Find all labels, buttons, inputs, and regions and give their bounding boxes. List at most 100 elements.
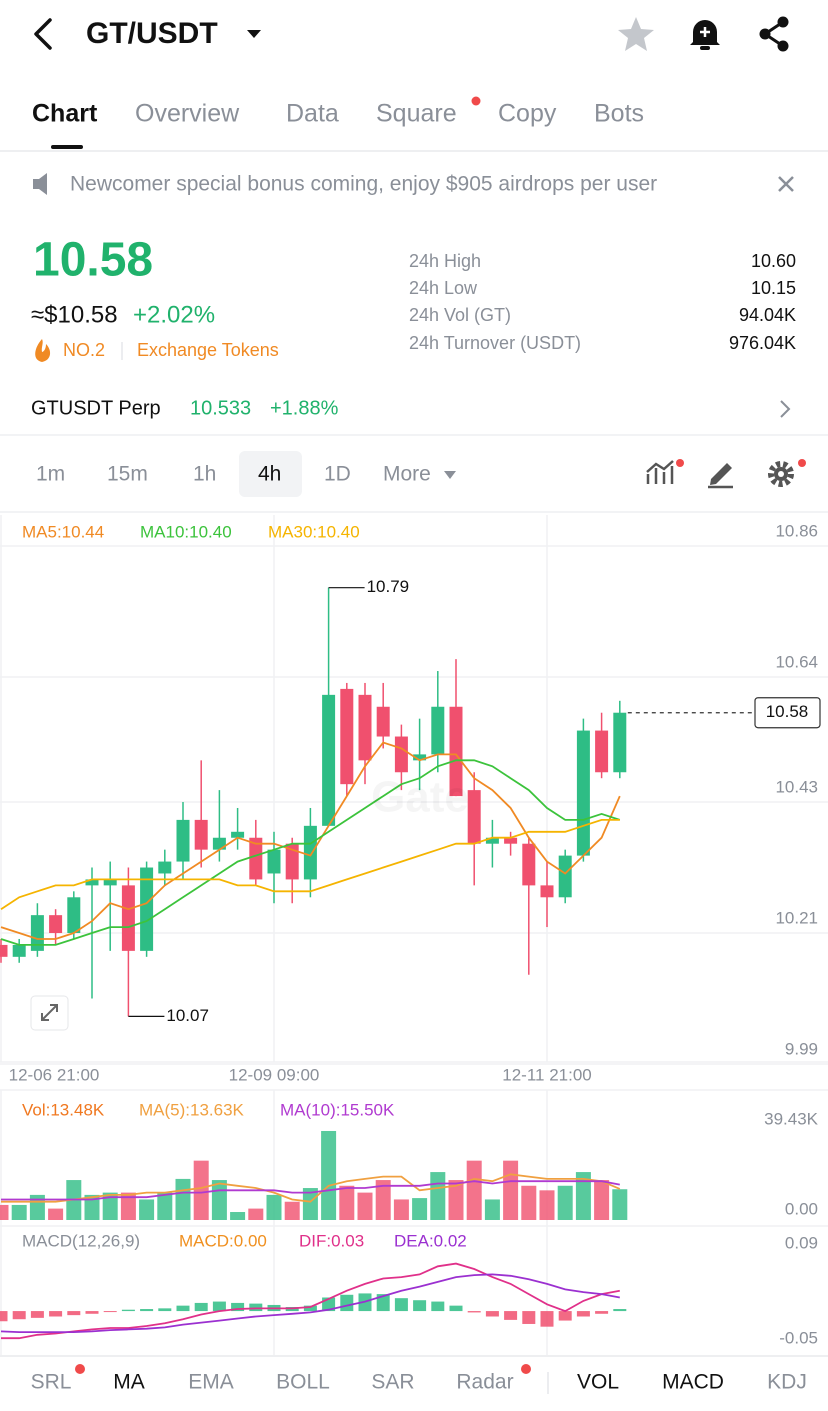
tab-indicator	[51, 145, 83, 149]
share-button[interactable]	[759, 16, 789, 52]
candle-body	[595, 730, 609, 773]
candle-body	[176, 819, 190, 862]
draw-button[interactable]	[708, 463, 733, 489]
candle-body	[267, 849, 281, 874]
candle-body	[0, 944, 8, 957]
last-price-label: 10.58	[766, 702, 809, 721]
macd-bar	[613, 1309, 627, 1312]
candle-body	[12, 944, 26, 957]
macd-bar	[231, 1302, 245, 1312]
tab[interactable]: Square	[376, 100, 457, 128]
expand-button[interactable]	[30, 995, 69, 1031]
candle-body	[322, 694, 336, 826]
notification-dot	[798, 459, 806, 467]
volume-bar	[230, 1212, 246, 1220]
indicator-tab[interactable]: MACD	[662, 1371, 724, 1394]
rank[interactable]: NO.2	[63, 340, 105, 360]
alert-bell[interactable]	[690, 20, 720, 50]
volume-bar	[521, 1185, 537, 1220]
tab[interactable]: Chart	[32, 100, 98, 128]
candle-body	[140, 867, 154, 951]
macd-bar	[431, 1301, 445, 1312]
candle-body	[576, 730, 590, 856]
candle-body	[49, 915, 63, 934]
macd-bar	[67, 1311, 81, 1316]
volume-bar	[557, 1185, 573, 1220]
x-tick-label: 12-11 21:00	[502, 1065, 591, 1084]
volume-bar	[503, 1160, 519, 1220]
interval[interactable]: 1m	[36, 463, 65, 486]
category-tag[interactable]: Exchange Tokens	[137, 340, 279, 360]
indicator-tab[interactable]: EMA	[188, 1371, 234, 1394]
more-dropdown[interactable]	[444, 471, 456, 479]
candle-body	[285, 843, 299, 880]
indicator-tab[interactable]: KDJ	[767, 1371, 807, 1394]
tab[interactable]: Data	[286, 100, 339, 128]
usd-price: ≈$10.58	[31, 301, 118, 328]
indicator-tab[interactable]: SAR	[371, 1371, 414, 1394]
ma-line	[0, 819, 620, 910]
perp-chevron[interactable]	[780, 400, 791, 418]
x-tick-label: 12-06 21:00	[9, 1065, 100, 1084]
volume-bar	[120, 1192, 136, 1220]
interval-more[interactable]: More	[383, 463, 431, 486]
volume-bar	[211, 1180, 227, 1220]
close-banner[interactable]	[778, 176, 794, 192]
stat-value: 976.04K	[729, 333, 796, 353]
interval[interactable]: 4h	[258, 463, 281, 486]
ma-line	[0, 759, 621, 946]
volume-bar	[175, 1178, 191, 1220]
stat-label: 24h Low	[409, 278, 478, 298]
volume-ma-line	[1, 1180, 620, 1201]
candle-body	[485, 837, 499, 844]
interval[interactable]: 1h	[193, 463, 216, 486]
banner-text[interactable]: Newcomer special bonus coming, enjoy $90…	[70, 173, 657, 196]
indicator-tab[interactable]: SRL	[31, 1371, 72, 1394]
macd-bar	[103, 1311, 117, 1313]
stat-value: 94.04K	[739, 305, 796, 325]
macd-bar	[12, 1311, 26, 1320]
notification-dot	[471, 96, 481, 106]
candle-body	[558, 855, 572, 898]
candle-body	[85, 879, 99, 886]
macd-bar	[467, 1311, 481, 1313]
last-price: 10.58	[33, 234, 153, 287]
candle-body	[467, 790, 481, 844]
candle-body	[212, 837, 226, 850]
indicator-button[interactable]	[646, 460, 674, 484]
pair-title[interactable]: GT/USDT	[86, 17, 218, 50]
macd-line	[0, 1273, 620, 1333]
settings-button[interactable]	[768, 461, 794, 487]
perp-name[interactable]: GTUSDT Perp	[31, 397, 161, 419]
pair-dropdown[interactable]	[247, 30, 261, 38]
price-change: +2.02%	[133, 301, 215, 328]
tab[interactable]: Copy	[498, 100, 557, 128]
y-tick-label: 10.21	[775, 908, 818, 927]
volume-bar	[193, 1160, 209, 1220]
favorite-star[interactable]	[618, 17, 654, 51]
volume-bar	[430, 1172, 446, 1220]
interval[interactable]: 15m	[107, 463, 148, 486]
candle-body	[431, 706, 445, 755]
tab[interactable]: Bots	[594, 100, 644, 128]
x-tick-label: 12-09 09:00	[229, 1065, 320, 1084]
volume-bar	[575, 1172, 591, 1220]
y-tick-label: 39.43K	[764, 1109, 819, 1128]
back-button[interactable]	[34, 18, 52, 50]
macd-bar	[576, 1311, 590, 1317]
indicator-tab[interactable]: VOL	[577, 1371, 619, 1394]
candle-body	[121, 885, 135, 951]
candle-body	[249, 837, 263, 880]
interval[interactable]: 1D	[324, 463, 351, 486]
indicator-tab[interactable]: MA	[113, 1371, 145, 1394]
tab[interactable]: Overview	[135, 100, 240, 128]
candle-body	[30, 915, 44, 951]
macd-bar	[340, 1294, 354, 1312]
macd-bar	[485, 1311, 499, 1317]
volume-bar	[284, 1201, 300, 1220]
candle-body	[413, 754, 427, 761]
indicator-tab[interactable]: Radar	[456, 1371, 513, 1394]
indicator-tab[interactable]: BOLL	[276, 1371, 330, 1394]
y-tick-label: 10.43	[775, 778, 818, 797]
